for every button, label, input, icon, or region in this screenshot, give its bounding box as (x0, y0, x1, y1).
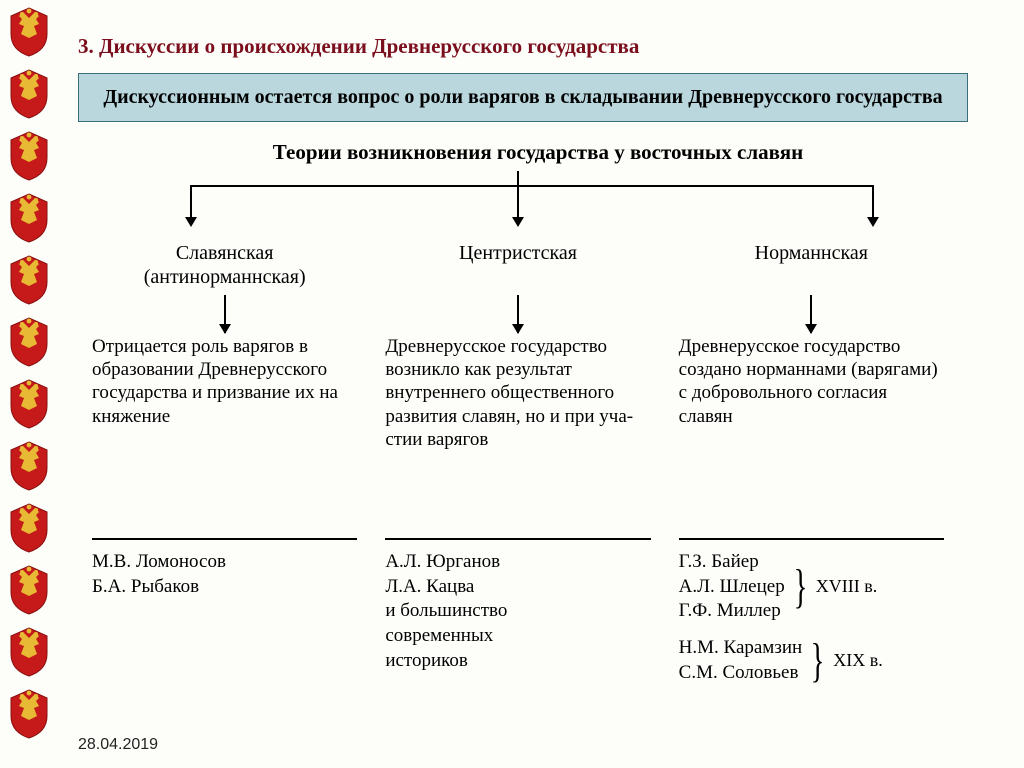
theory-authors: Г.З. Байер А.Л. Шлецер Г.Ф. Миллер } XVI… (679, 550, 944, 685)
author-name: С.М. Соловьев (679, 661, 803, 686)
divider (679, 538, 944, 540)
author-name: Г.Ф. Миллер (679, 599, 785, 624)
arrow-down-icon (224, 295, 226, 333)
author-name: Н.М. Карамзин (679, 636, 803, 661)
theory-name: Славянская (антинорманнская) (92, 241, 357, 293)
main-content: 3. Дискуссии о происхождении Древнерусск… (78, 34, 998, 685)
diagram-title: Теории возникновения государства у восто… (78, 140, 998, 165)
russian-coat-of-arms-icon (2, 562, 56, 616)
brace-icon: } (811, 639, 825, 682)
arrow-down-icon (810, 295, 812, 333)
theory-description: Древнерусское госу­дарство возникло как … (385, 335, 650, 530)
theory-name: Норманнская (679, 241, 944, 293)
century-label: XVIII в. (816, 575, 877, 598)
russian-coat-of-arms-icon (2, 438, 56, 492)
author-name: А.Л. Шлецер (679, 575, 785, 600)
author-group: Г.З. Байер А.Л. Шлецер Г.Ф. Миллер } XVI… (679, 550, 944, 624)
author-group: Н.М. Карамзин С.М. Соловьев } XIX в. (679, 636, 944, 685)
author-name: современных (385, 624, 650, 649)
theory-name-line1: Центристская (459, 242, 577, 264)
theory-name-line2: (антинорманнская) (144, 266, 306, 288)
russian-coat-of-arms-icon (2, 376, 56, 430)
russian-coat-of-arms-icon (2, 624, 56, 678)
author-name: Л.А. Кацва (385, 575, 650, 600)
author-name: Б.А. Рыбаков (92, 575, 357, 600)
russian-coat-of-arms-icon (2, 500, 56, 554)
divider (92, 538, 357, 540)
century-label: XIX в. (833, 649, 883, 672)
highlight-box: Дискуссионным остается вопрос о роли вар… (78, 73, 968, 122)
divider (385, 538, 650, 540)
russian-coat-of-arms-icon (2, 314, 56, 368)
russian-coat-of-arms-icon (2, 66, 56, 120)
author-name: Г.З. Байер (679, 550, 785, 575)
branch-connector (78, 171, 958, 241)
author-name: и большинство (385, 599, 650, 624)
footer-date: 28.04.2019 (78, 736, 158, 754)
russian-coat-of-arms-icon (2, 190, 56, 244)
brace-icon: } (793, 565, 807, 608)
author-name: М.В. Ломоносов (92, 550, 357, 575)
theory-columns: Славянская (антинорманнская) Отрицается … (78, 241, 958, 685)
author-name: историков (385, 649, 650, 674)
theory-authors: М.В. Ломоносов Б.А. Рыбаков (92, 550, 357, 599)
theory-name-line1: Норманнская (755, 242, 868, 264)
russian-coat-of-arms-icon (2, 4, 56, 58)
theory-authors: А.Л. Юрганов Л.А. Кацва и большинство со… (385, 550, 650, 673)
russian-coat-of-arms-icon (2, 128, 56, 182)
theory-description: Древнерусское госу­дарство создано нор­м… (679, 335, 944, 530)
author-name: А.Л. Юрганов (385, 550, 650, 575)
russian-coat-of-arms-icon (2, 686, 56, 740)
russian-coat-of-arms-icon (2, 252, 56, 306)
theory-description: Отрицается роль варя­гов в образовании Д… (92, 335, 357, 530)
emblem-strip (2, 0, 62, 768)
theory-col-centrist: Центристская Древнерусское госу­дарство … (371, 241, 664, 685)
theory-col-slavic: Славянская (антинорманнская) Отрицается … (78, 241, 371, 685)
arrow-down-icon (517, 295, 519, 333)
section-title: 3. Дискуссии о происхождении Древнерусск… (78, 34, 998, 59)
theory-name: Центристская (385, 241, 650, 293)
theory-name-line1: Славянская (176, 242, 274, 264)
theory-col-norman: Норманнская Древнерусское госу­дарство с… (665, 241, 958, 685)
